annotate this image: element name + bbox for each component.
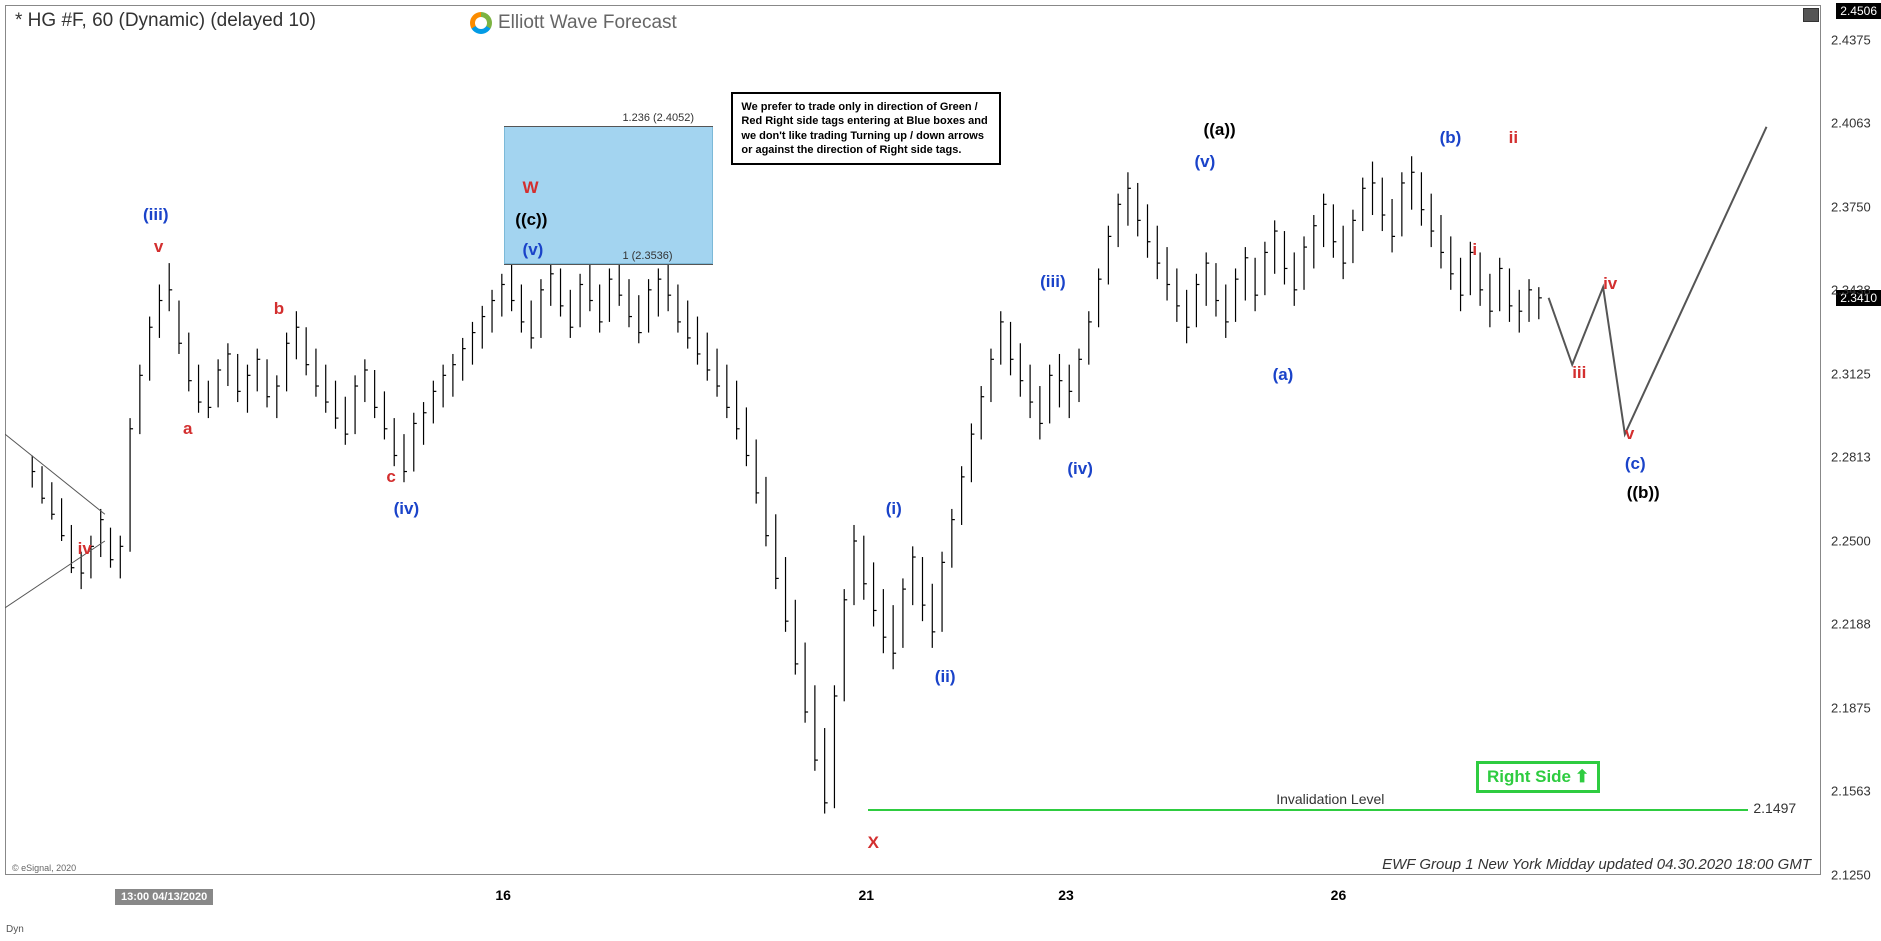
y-axis-tick: 2.4375 <box>1831 33 1871 48</box>
wave-label: (v) <box>1194 152 1215 172</box>
right-side-tag: Right Side⬆ <box>1476 761 1600 793</box>
y-axis-highlight: 2.4506 <box>1836 3 1881 19</box>
right-side-text: Right Side <box>1487 767 1571 787</box>
wave-label: (iv) <box>394 499 420 519</box>
wave-label: ii <box>1509 128 1518 148</box>
fib-line <box>504 264 713 265</box>
wave-label: (iii) <box>143 205 169 225</box>
y-axis-tick: 2.3125 <box>1831 367 1871 382</box>
wave-label: v <box>154 237 163 257</box>
y-axis-tick: 2.2500 <box>1831 534 1871 549</box>
y-axis-tick: 2.1250 <box>1831 868 1871 883</box>
trading-note-box: We prefer to trade only in direction of … <box>731 92 1001 165</box>
x-axis-tick: 21 <box>859 887 875 903</box>
wave-label: ((c)) <box>515 210 547 230</box>
wave-label: (b) <box>1440 128 1462 148</box>
fib-label: 1 (2.3536) <box>622 250 672 262</box>
wave-label: c <box>386 467 395 487</box>
wave-label: (i) <box>886 499 902 519</box>
wave-label: (v) <box>523 240 544 260</box>
invalidation-line <box>868 809 1749 811</box>
wave-label: ((a)) <box>1204 120 1236 140</box>
wave-label: i <box>1472 240 1477 260</box>
y-axis-tick: 2.1563 <box>1831 784 1871 799</box>
brand-logo-icon <box>470 12 492 34</box>
wave-label: iii <box>1572 363 1586 383</box>
wave-label: iv <box>78 539 92 559</box>
wave-label: (c) <box>1625 454 1646 474</box>
wave-label: (iv) <box>1067 459 1093 479</box>
fib-line <box>504 126 713 127</box>
y-axis-tick: 2.1875 <box>1831 701 1871 716</box>
footer-update-text: EWF Group 1 New York Midday updated 04.3… <box>1382 856 1811 873</box>
x-axis-tick: 23 <box>1058 887 1074 903</box>
y-axis-tick: 2.3438 <box>1831 283 1871 298</box>
brand-name: Elliott Wave Forecast <box>498 12 677 34</box>
chart-title: * HG #F, 60 (Dynamic) (delayed 10) <box>15 10 316 32</box>
y-axis-tick: 2.2813 <box>1831 450 1871 465</box>
arrow-up-icon: ⬆ <box>1575 767 1589 787</box>
fib-label: 1.236 (2.4052) <box>622 112 694 124</box>
wave-label: (ii) <box>935 667 956 687</box>
y-axis: 2.4375 2.4063 2.3750 2.3125 2.2813 2.2500 2.21… <box>1826 5 1881 875</box>
wave-label: iv <box>1603 274 1617 294</box>
chart-root: * HG #F, 60 (Dynamic) (delayed 10) Ellio… <box>0 0 1881 941</box>
invalidation-label: Invalidation Level <box>1276 791 1384 807</box>
wave-label: b <box>274 299 284 319</box>
y-axis-tick: 2.3750 <box>1831 200 1871 215</box>
wave-label: W <box>523 178 539 198</box>
x-axis: 121621232613:00 04/13/2020 <box>5 883 1821 933</box>
x-axis-tick: 16 <box>495 887 511 903</box>
time-cursor-label: 13:00 04/13/2020 <box>115 889 213 905</box>
x-axis-tick: 26 <box>1331 887 1347 903</box>
wave-label: X <box>868 833 879 853</box>
wave-label: (iii) <box>1040 272 1066 292</box>
y-axis-tick: 2.2188 <box>1831 617 1871 632</box>
copyright-text: © eSignal, 2020 <box>12 863 76 873</box>
wave-label: a <box>183 419 192 439</box>
wave-label: ((b)) <box>1627 483 1660 503</box>
wave-label: v <box>1625 424 1634 444</box>
brand-logo-text: Elliott Wave Forecast <box>470 12 677 34</box>
settings-icon[interactable] <box>1803 8 1819 22</box>
dyn-label: Dyn <box>6 924 24 935</box>
wave-label: (a) <box>1273 365 1294 385</box>
invalidation-price: 2.1497 <box>1753 800 1796 816</box>
y-axis-tick: 2.4063 <box>1831 116 1871 131</box>
